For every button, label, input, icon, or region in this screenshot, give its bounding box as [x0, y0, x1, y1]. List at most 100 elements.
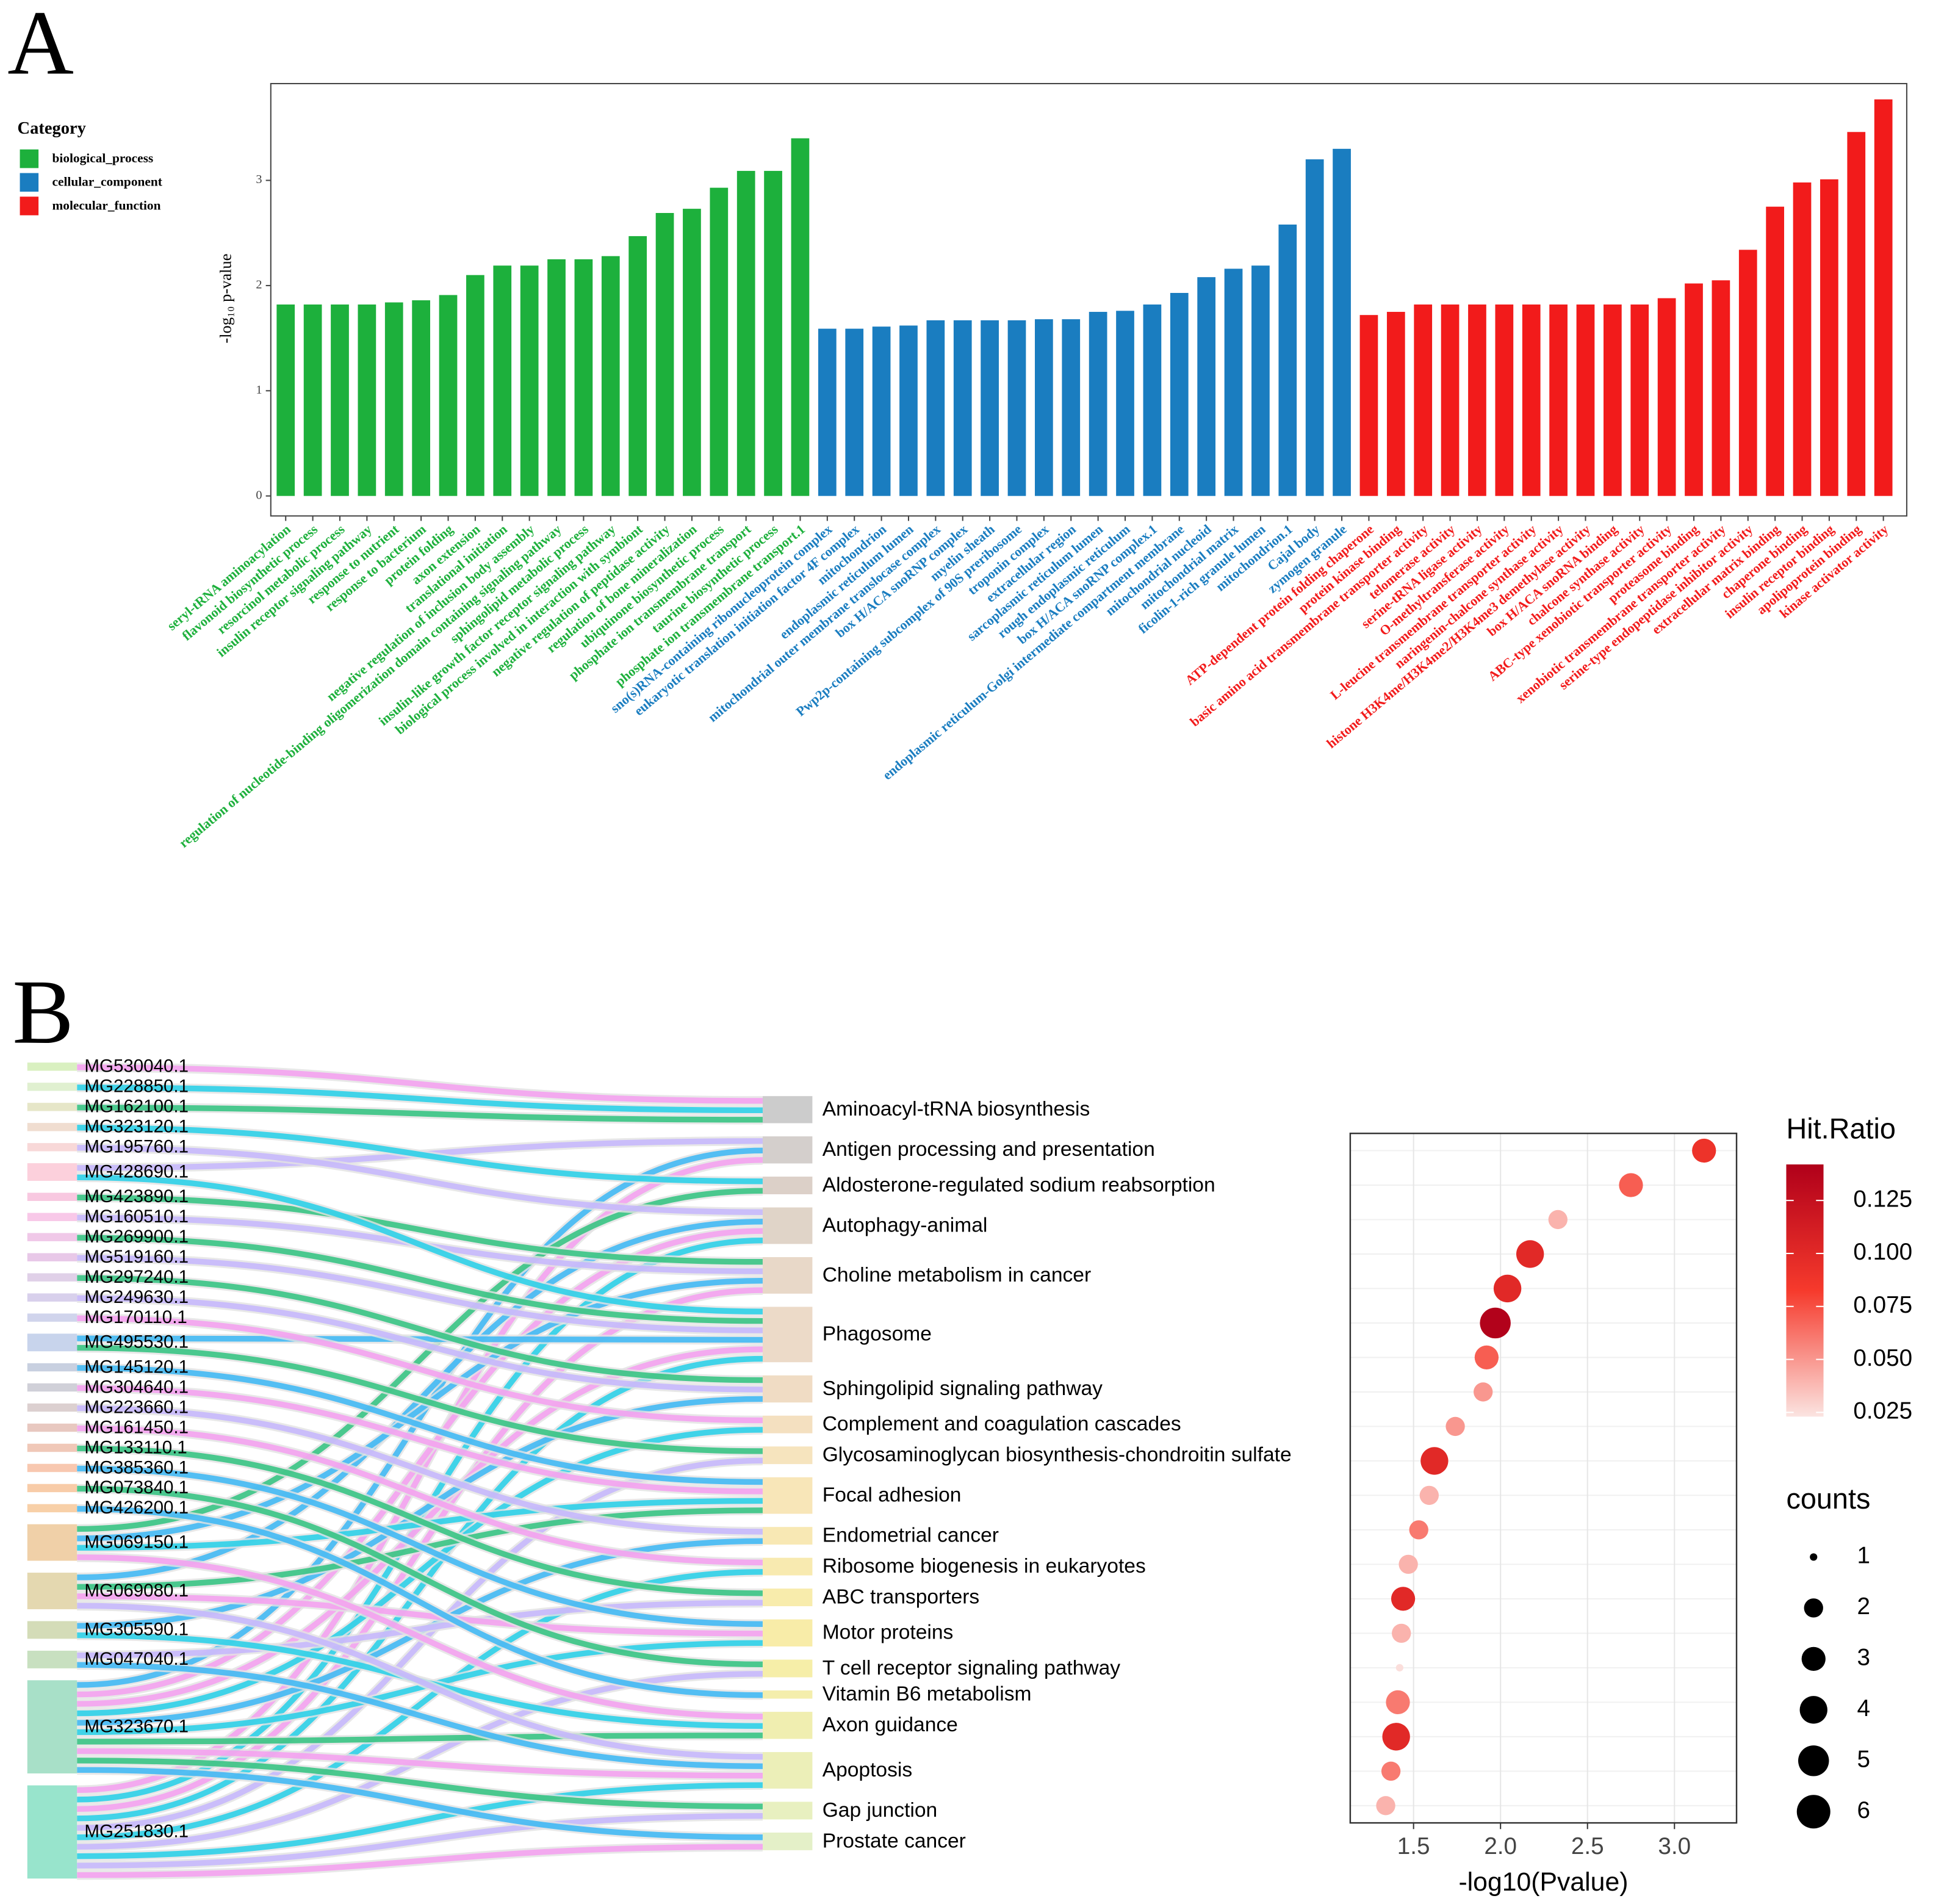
right-node: [762, 1712, 813, 1739]
dot: [1474, 1345, 1499, 1370]
link: [77, 1485, 763, 1668]
right-node: [762, 1557, 813, 1576]
right-node: [762, 1446, 813, 1465]
left-node-label: MG426200.1: [84, 1498, 189, 1518]
bar: [1359, 315, 1378, 496]
link: [77, 1748, 763, 1779]
bar: [303, 304, 322, 496]
x-tick-label: 3.0: [1658, 1833, 1691, 1859]
right-node: [762, 1588, 813, 1607]
bar: [1062, 319, 1081, 496]
legend-label: molecular_function: [52, 198, 161, 212]
x-tick-label: 1.5: [1397, 1833, 1430, 1859]
dot: [1392, 1623, 1411, 1643]
bar: [1224, 269, 1243, 496]
bar: [953, 320, 972, 496]
left-node-label: MG170110.1: [84, 1307, 187, 1327]
right-node-label: Aminoacyl-tRNA biosynthesis: [823, 1098, 1090, 1120]
link: [77, 1344, 763, 1454]
link: [77, 1603, 763, 1760]
left-node: [27, 1273, 77, 1282]
left-node: [27, 1650, 77, 1668]
legend-swatch: [20, 149, 39, 168]
right-node: [762, 1801, 813, 1820]
link: [77, 1425, 763, 1566]
plot-frame: [270, 82, 1907, 517]
dot: [1391, 1587, 1416, 1611]
left-node-label: MG269900.1: [84, 1227, 189, 1247]
bar: [601, 256, 620, 496]
dot: [1419, 1485, 1439, 1506]
bar: [1089, 312, 1107, 496]
right-node: [762, 1136, 813, 1164]
color-tick-label: 0.125: [1853, 1186, 1912, 1212]
bar: [574, 259, 593, 496]
legend-label: biological_process: [52, 151, 154, 165]
link: [77, 1844, 763, 1878]
dot: [1395, 1664, 1403, 1671]
left-node-label: MG305590.1: [84, 1620, 189, 1640]
left-node: [27, 1621, 77, 1639]
bar: [1468, 304, 1486, 496]
right-node: [762, 1307, 813, 1363]
left-node: [27, 1423, 77, 1432]
right-node: [762, 1375, 813, 1403]
left-node: [27, 1123, 77, 1131]
right-node-label: Gap junction: [823, 1799, 938, 1822]
bar: [1333, 148, 1351, 496]
right-node-label: Focal adhesion: [823, 1484, 962, 1507]
bar: [1278, 224, 1297, 496]
left-node-label: MG323670.1: [84, 1717, 189, 1737]
links: [77, 1062, 763, 1880]
link: [77, 1295, 763, 1393]
x-tick-label: 2.0: [1484, 1833, 1517, 1859]
size-key: [1810, 1553, 1818, 1561]
right-node-label: Glycosaminoglycan biosynthesis-chondroit…: [823, 1444, 1292, 1466]
link: [77, 1125, 763, 1185]
dot: [1386, 1690, 1410, 1714]
link: [77, 1385, 763, 1495]
size-key-label: 3: [1857, 1645, 1870, 1671]
bar: [981, 320, 999, 496]
left-node: [27, 1524, 77, 1561]
dot: [1420, 1447, 1449, 1475]
size-key-label: 1: [1857, 1543, 1870, 1569]
left-node: [27, 1313, 77, 1322]
bar: [1603, 304, 1622, 496]
right-node-label: Ribosome biogenesis in eukaryotes: [823, 1555, 1146, 1578]
left-node: [27, 1163, 77, 1181]
bar: [683, 209, 701, 496]
link: [77, 1599, 763, 1659]
bar: [1143, 304, 1162, 496]
y-axis-label: -log₁₀ p-value: [217, 254, 235, 344]
legend-title: Category: [18, 119, 86, 138]
bar: [845, 328, 864, 496]
bar: [1657, 298, 1676, 496]
left-node: [27, 1143, 77, 1152]
right-node: [762, 1096, 813, 1123]
link: [77, 1405, 763, 1535]
bar: [439, 295, 458, 496]
link: [77, 1145, 763, 1215]
right-node-label: T cell receptor signaling pathway: [823, 1657, 1121, 1679]
x-axis-label: -log10(Pvalue): [1458, 1867, 1628, 1897]
left-node-label: MG423890.1: [84, 1186, 189, 1206]
left-node: [27, 1443, 77, 1452]
right-node-label: Phagosome: [823, 1323, 932, 1346]
bar: [1738, 250, 1757, 496]
link: [77, 1758, 763, 1809]
right-node-label: Complement and coagulation cascades: [823, 1413, 1181, 1435]
left-node: [27, 1504, 77, 1513]
x-tick-label: 2.5: [1571, 1833, 1604, 1859]
left-node: [27, 1192, 77, 1201]
bar: [1576, 304, 1595, 496]
bar: [1522, 304, 1541, 496]
size-legend-title: counts: [1786, 1483, 1870, 1515]
dot: [1409, 1520, 1428, 1540]
dot: [1381, 1761, 1401, 1781]
bar: [628, 236, 647, 496]
right-node-label: Vitamin B6 metabolism: [823, 1683, 1032, 1706]
left-node-label: MG385360.1: [84, 1457, 189, 1477]
left-node-label: MG228850.1: [84, 1076, 189, 1097]
